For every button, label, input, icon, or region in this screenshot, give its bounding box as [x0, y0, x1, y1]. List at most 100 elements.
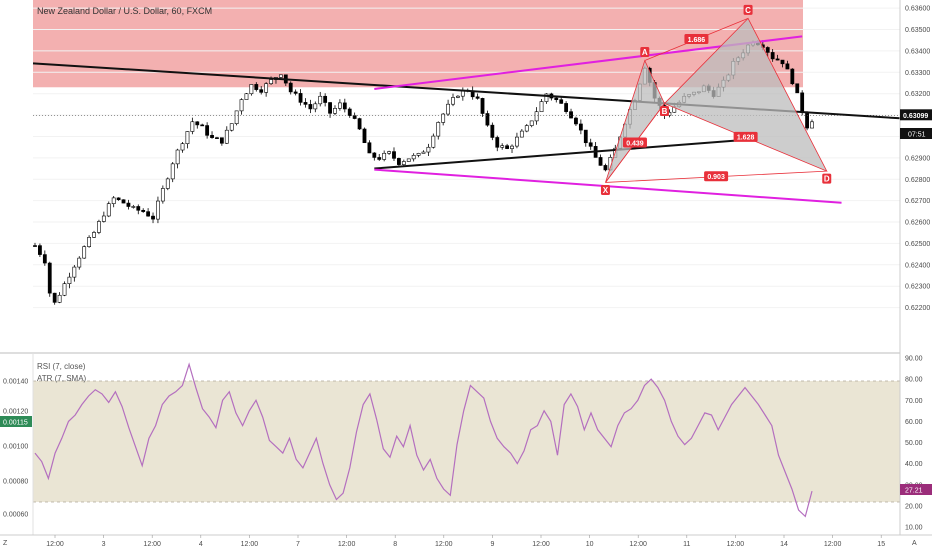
time-tick-label: 12:00 — [143, 541, 161, 548]
candle-body — [475, 96, 480, 99]
candle-body — [780, 59, 785, 65]
atr-last-tag: 0.00115 — [0, 416, 32, 427]
rsi-last-bg — [900, 484, 932, 495]
rsi-tick-label: 80.00 — [905, 377, 923, 384]
rsi-tick-label: 40.00 — [905, 461, 923, 468]
time-tick-label: 12:00 — [824, 541, 842, 548]
candle-body — [397, 158, 401, 165]
candle-body — [160, 188, 165, 202]
candle-body — [342, 102, 347, 110]
last-price-label: 0.63099 — [903, 113, 928, 120]
countdown-bg — [900, 128, 932, 139]
pattern-drawings[interactable]: X A B C D 1.686 0.439 1.628 0.903 — [32, 4, 901, 204]
candle-body — [367, 142, 372, 154]
candle-body — [318, 95, 323, 105]
candle-body — [382, 152, 387, 160]
price-tick-label: 0.62300 — [905, 284, 930, 291]
pattern-point-badge[interactable] — [659, 106, 669, 117]
candle-body — [765, 47, 770, 53]
candle-body — [426, 146, 431, 153]
candle-body — [446, 103, 450, 115]
price-tick-label: 0.62400 — [905, 262, 930, 269]
support-trendline[interactable] — [374, 138, 749, 170]
ratio-badge[interactable] — [733, 131, 758, 142]
price-tick-label: 0.63400 — [905, 48, 930, 55]
candle-body — [451, 97, 455, 105]
ratio-label: 0.439 — [626, 140, 644, 147]
candle-body — [82, 246, 87, 259]
pattern-point-label: A — [642, 48, 648, 57]
candle-body — [352, 115, 357, 119]
candle-body — [578, 123, 583, 131]
auto-scale-glyph[interactable]: A — [912, 540, 917, 547]
candle-body — [72, 266, 77, 278]
candle-body — [185, 131, 190, 145]
atr-tick-label: 0.00140 — [3, 379, 28, 386]
candle-body — [539, 101, 544, 113]
candle-body — [136, 206, 141, 211]
candle-body — [490, 124, 495, 138]
candle-body — [800, 92, 805, 113]
last-price-tag: 0.63099 07:51 — [900, 109, 932, 139]
candle-body — [559, 99, 564, 104]
candle-body — [62, 283, 67, 296]
ratio-badge[interactable] — [622, 137, 647, 148]
pattern-point-badge[interactable] — [640, 47, 650, 58]
candle-body — [269, 79, 273, 85]
time-axis[interactable]: 12:00 3 12:00 4 12:00 7 12:00 8 12:00 9 12:00 10 12:… — [46, 535, 885, 548]
candle-body — [401, 161, 406, 165]
candle-body — [33, 245, 37, 247]
rsi-tick-label: 10.00 — [905, 525, 923, 532]
candle-body — [436, 122, 441, 137]
candle-body — [156, 200, 160, 220]
price-axis[interactable]: 0.636000.635000.634000.633000.632000.631… — [905, 6, 930, 312]
price-tick-label: 0.62500 — [905, 241, 930, 248]
candle-body — [392, 151, 396, 159]
chart-title: New Zealand Dollar / U.S. Dollar, 60, FX… — [37, 6, 212, 16]
atr-last-bg — [0, 416, 32, 427]
candle-body — [431, 135, 436, 148]
ratio-badge[interactable] — [704, 171, 729, 182]
candle-body — [215, 137, 219, 139]
ratio-label: 1.686 — [688, 37, 706, 44]
candle-body — [219, 137, 224, 144]
zoom-glyph[interactable]: Z — [3, 540, 8, 547]
candle-body — [175, 149, 180, 165]
time-tick-label: 12:00 — [241, 541, 259, 548]
price-tick-label: 0.63600 — [905, 6, 930, 13]
candle-body — [308, 104, 313, 110]
price-tick-label: 0.63300 — [905, 70, 930, 77]
rsi-axis[interactable]: 90.0080.0070.0060.0050.0040.0030.0020.00… — [905, 356, 923, 532]
ratio-label: 1.628 — [737, 135, 755, 142]
candle-body — [524, 125, 529, 132]
atr-legend[interactable]: ATR (7, SMA) — [37, 374, 87, 383]
candle-body — [195, 121, 200, 126]
ratio-badge[interactable] — [684, 33, 709, 44]
price-tick-label: 0.62200 — [905, 305, 930, 312]
candle-body — [259, 89, 264, 93]
candle-body — [500, 145, 505, 148]
candle-body — [583, 129, 588, 144]
atr-axis[interactable]: 0.00140 0.00120 0.00100 0.00080 0.00060 — [3, 379, 28, 519]
candle-body — [151, 215, 155, 220]
pattern-point-badge[interactable] — [600, 184, 610, 195]
candle-body — [180, 143, 185, 151]
rsi-tick-label: 60.00 — [905, 419, 923, 426]
candle-body — [131, 206, 136, 208]
candle-body — [67, 276, 72, 284]
time-tick-label: 15 — [877, 541, 885, 548]
candle-body — [38, 245, 42, 255]
candle-body — [406, 158, 411, 162]
candle-body — [805, 112, 809, 129]
candle-body — [101, 215, 106, 222]
pattern-point-badge[interactable] — [822, 173, 832, 184]
candle-body — [239, 99, 244, 112]
candle-body — [485, 113, 490, 126]
pattern-point-badge[interactable] — [743, 4, 753, 15]
time-tick-label: 12:00 — [727, 541, 745, 548]
rsi-legend[interactable]: RSI (7, close) — [37, 362, 86, 371]
candle-body — [92, 232, 96, 238]
candle-body — [785, 63, 790, 70]
candle-body — [337, 102, 342, 109]
